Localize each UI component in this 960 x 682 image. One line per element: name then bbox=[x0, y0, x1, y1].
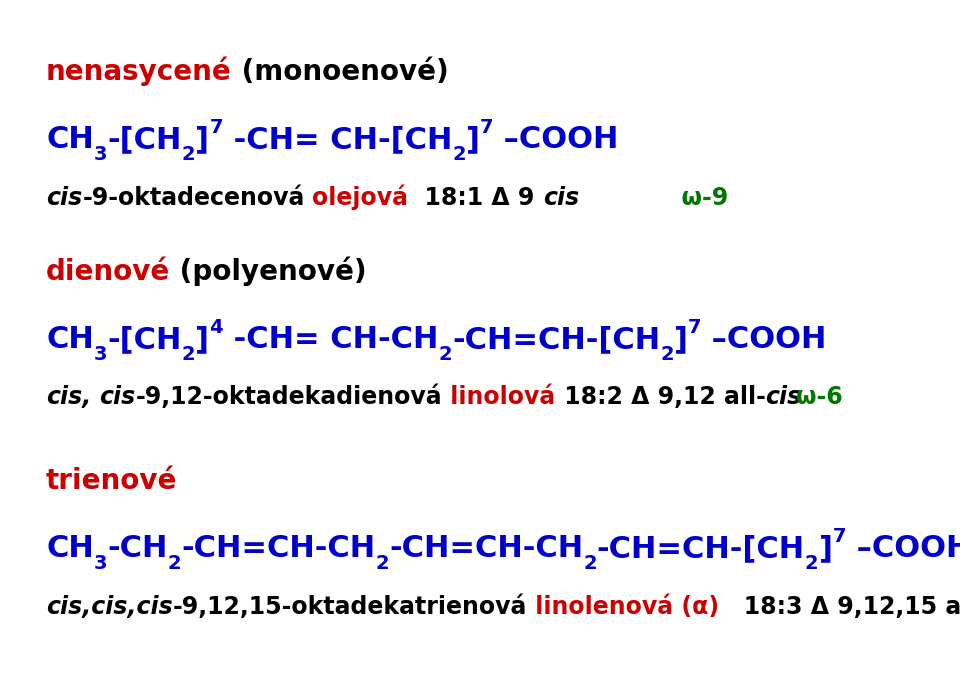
Text: 2: 2 bbox=[804, 554, 819, 574]
Text: -CH=CH-[CH: -CH=CH-[CH bbox=[597, 534, 804, 563]
Text: CH: CH bbox=[46, 125, 94, 154]
Text: 2: 2 bbox=[181, 145, 195, 164]
Text: 2: 2 bbox=[439, 345, 452, 364]
Text: 4: 4 bbox=[209, 318, 223, 337]
Text: cis,cis,cis: cis,cis,cis bbox=[46, 595, 173, 619]
Text: -9-oktadecenová: -9-oktadecenová bbox=[83, 186, 304, 209]
Text: -9,12,15-oktadekatrienová: -9,12,15-oktadekatrienová bbox=[173, 594, 527, 619]
Text: (polyenové): (polyenové) bbox=[170, 256, 367, 286]
Text: olejová: olejová bbox=[312, 184, 408, 209]
Text: -[CH: -[CH bbox=[108, 125, 181, 154]
Text: cis: cis bbox=[100, 385, 135, 409]
Text: ]: ] bbox=[195, 325, 209, 354]
Text: 18:3 Δ 9,12,15 all-: 18:3 Δ 9,12,15 all- bbox=[719, 595, 960, 619]
Text: 2: 2 bbox=[375, 554, 389, 574]
Text: ]: ] bbox=[819, 534, 832, 563]
Text: -CH= CH-[CH: -CH= CH-[CH bbox=[223, 125, 452, 154]
Text: -CH= CH-CH: -CH= CH-CH bbox=[223, 325, 439, 354]
Text: 18:1 Δ 9: 18:1 Δ 9 bbox=[408, 186, 542, 209]
Text: –COOH: –COOH bbox=[701, 325, 827, 354]
Text: CH: CH bbox=[46, 534, 94, 563]
Text: cis: cis bbox=[542, 186, 579, 209]
Text: linolová: linolová bbox=[443, 385, 556, 409]
Text: -CH=CH-CH: -CH=CH-CH bbox=[181, 534, 375, 563]
Text: 3: 3 bbox=[94, 345, 108, 364]
Text: –COOH: –COOH bbox=[493, 125, 618, 154]
Text: 7: 7 bbox=[832, 527, 846, 546]
Text: 7: 7 bbox=[209, 118, 223, 137]
Text: ]: ] bbox=[466, 125, 480, 154]
Text: 2: 2 bbox=[452, 145, 466, 164]
Text: dienové: dienové bbox=[46, 258, 170, 286]
Text: 7: 7 bbox=[480, 118, 493, 137]
Text: 7: 7 bbox=[687, 318, 701, 337]
Text: 2: 2 bbox=[168, 554, 181, 574]
Text: 3: 3 bbox=[94, 554, 108, 574]
Text: -9,12-oktadekadienová: -9,12-oktadekadienová bbox=[135, 385, 443, 409]
Text: CH: CH bbox=[46, 325, 94, 354]
Text: ω-6: ω-6 bbox=[730, 385, 842, 409]
Text: -CH=CH-[CH: -CH=CH-[CH bbox=[452, 325, 660, 354]
Text: linolenová (α): linolenová (α) bbox=[527, 595, 719, 619]
Text: trienové: trienové bbox=[46, 467, 178, 495]
Text: 2: 2 bbox=[584, 554, 597, 574]
Text: –COOH: –COOH bbox=[846, 534, 960, 563]
Text: ]: ] bbox=[195, 125, 209, 154]
Text: -[CH: -[CH bbox=[108, 325, 181, 354]
Text: cis: cis bbox=[765, 385, 802, 409]
Text: nenasycené: nenasycené bbox=[46, 57, 231, 86]
Text: 2: 2 bbox=[660, 345, 674, 364]
Text: -CH: -CH bbox=[108, 534, 168, 563]
Text: 3: 3 bbox=[94, 145, 108, 164]
Text: 18:2 Δ 9,12 all-: 18:2 Δ 9,12 all- bbox=[556, 385, 765, 409]
Text: ω-9: ω-9 bbox=[632, 186, 728, 209]
Text: (monoenové): (monoenové) bbox=[231, 58, 448, 86]
Text: cis,: cis, bbox=[46, 385, 91, 409]
Text: cis: cis bbox=[46, 186, 83, 209]
Text: -CH=CH-CH: -CH=CH-CH bbox=[389, 534, 584, 563]
Text: ]: ] bbox=[674, 325, 687, 354]
Text: 2: 2 bbox=[181, 345, 195, 364]
